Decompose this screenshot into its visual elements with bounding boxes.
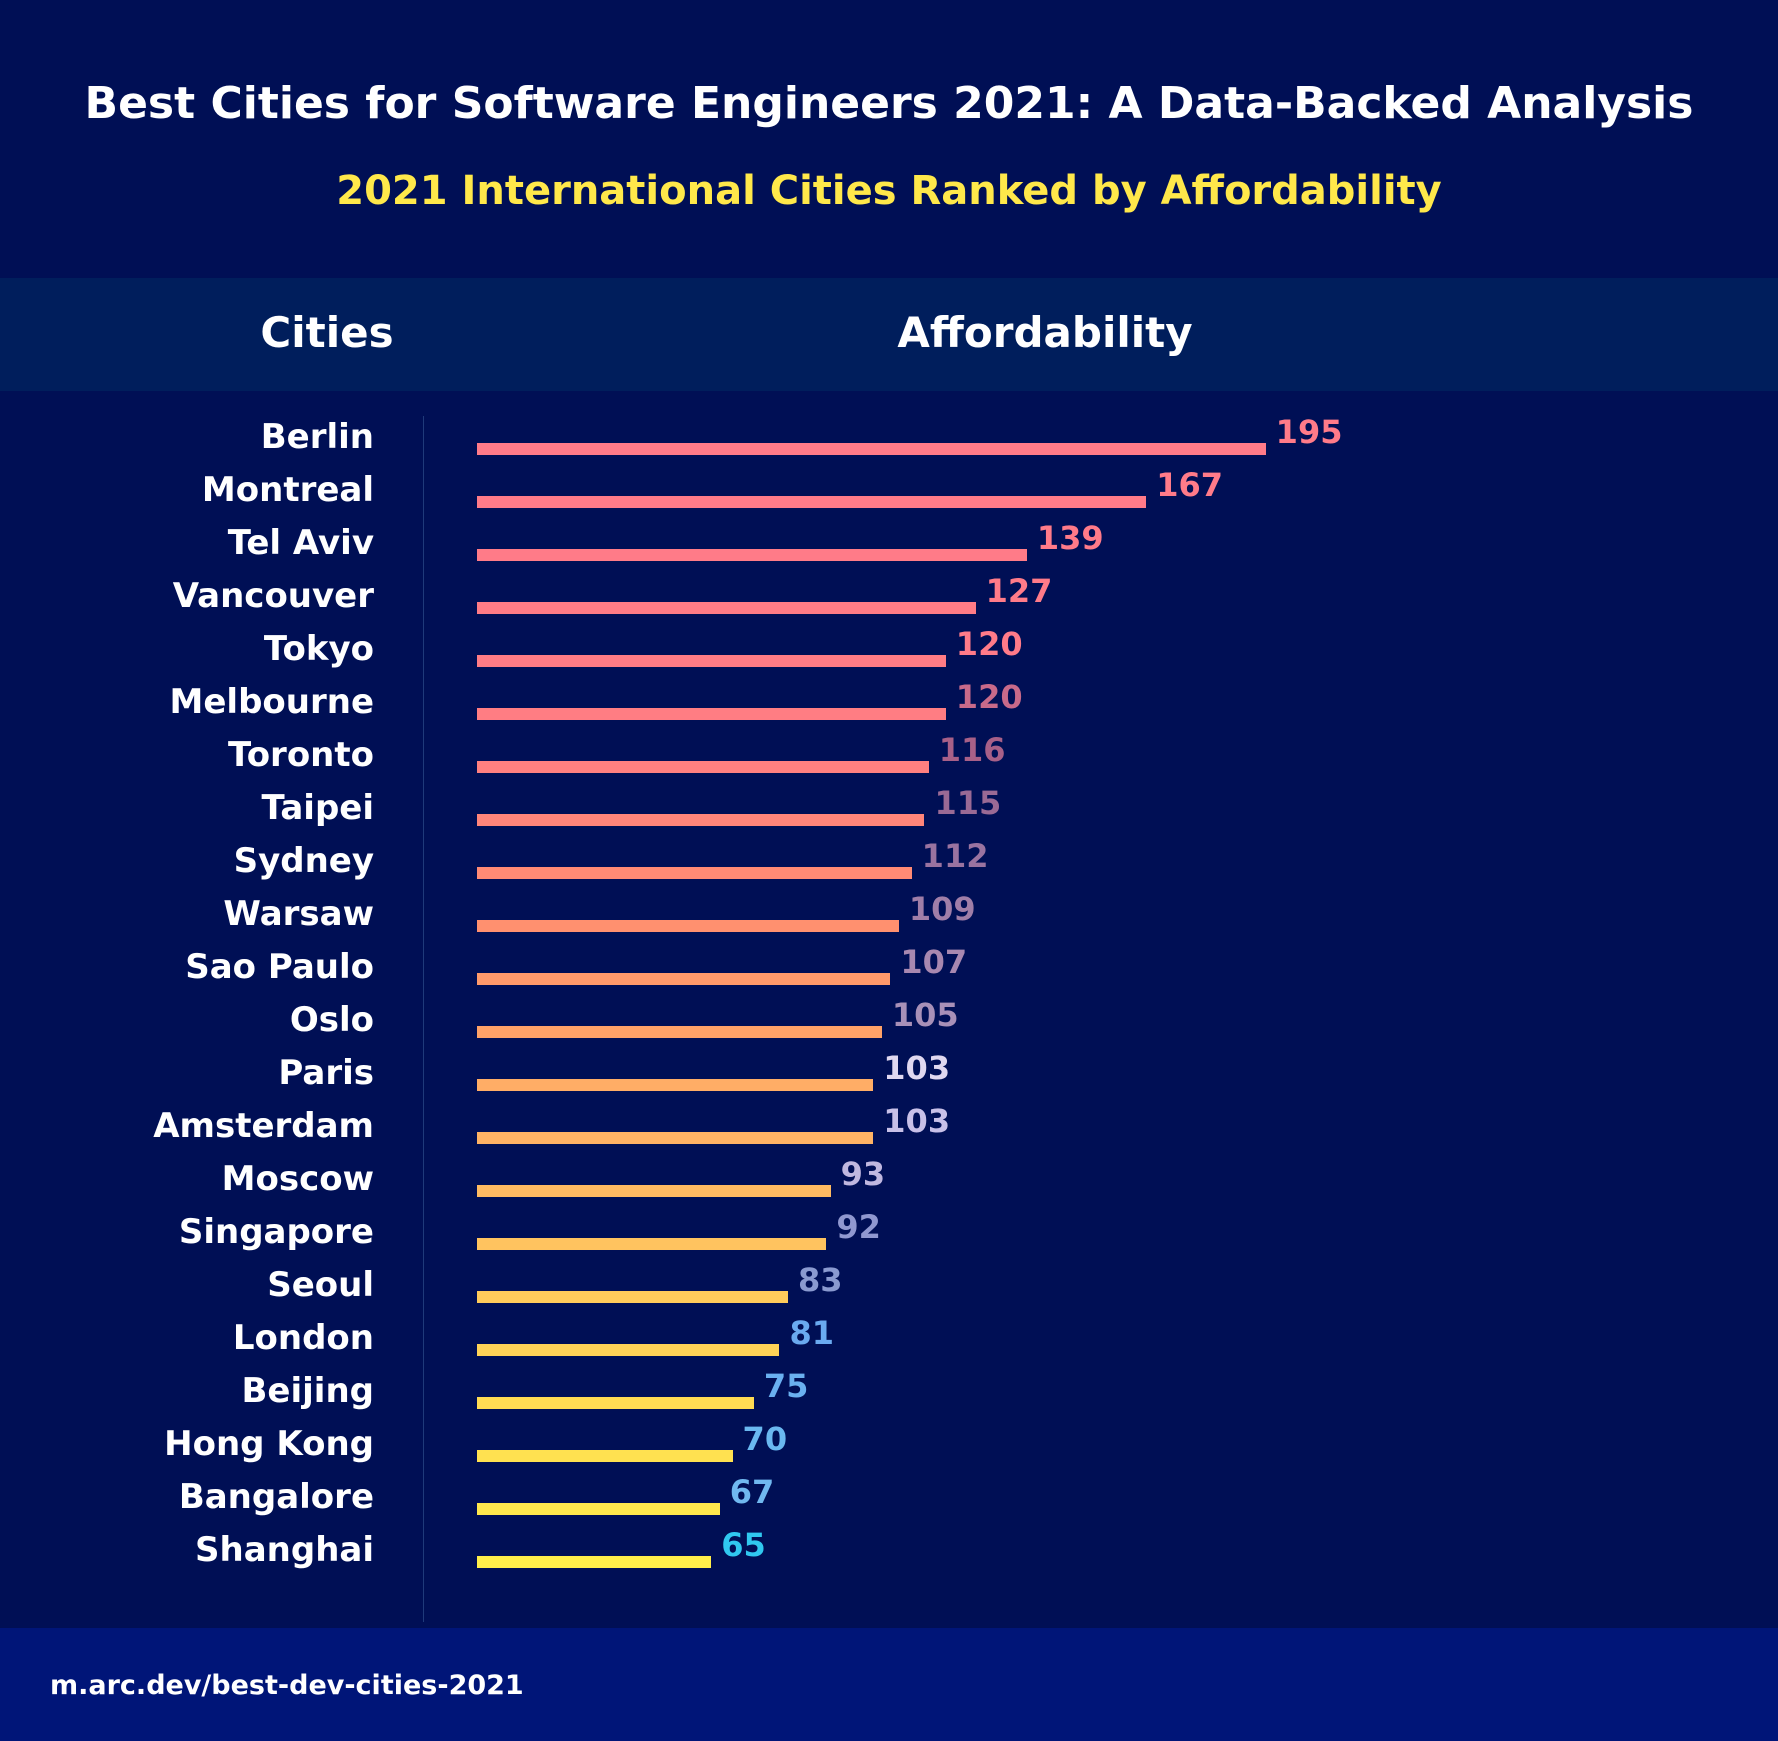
value-label: 109 [908,890,976,928]
value-label: 120 [955,625,1023,663]
bar-tel-aviv [477,549,1027,561]
city-label: Berlin [260,417,374,457]
value-label: 65 [721,1526,766,1564]
value-label: 92 [836,1208,881,1246]
value-label: 120 [955,678,1023,716]
city-label: Hong Kong [164,1424,374,1464]
bar-taipei [477,814,925,826]
city-label: Amsterdam [153,1106,374,1146]
page-title: Best Cities for Software Engineers 2021:… [84,78,1694,129]
chart-subtitle: 2021 International Cities Ranked by Affo… [336,168,1442,214]
city-label: Oslo [289,1000,374,1040]
city-label: Moscow [221,1159,374,1199]
bar-hong-kong [477,1450,733,1462]
city-label: Taipei [261,788,374,828]
bar-sao-paulo [477,973,891,985]
value-label: 93 [840,1155,886,1193]
bar-singapore [477,1238,827,1250]
bar-amsterdam [477,1132,874,1144]
axis-divider [423,416,424,1622]
bar-shanghai [477,1556,712,1568]
bar-tokyo [477,655,946,667]
value-label: 127 [985,572,1053,610]
value-label: 83 [797,1261,843,1299]
value-label: 103 [883,1049,951,1087]
bar-melbourne [477,708,946,720]
table-header: Cities Affordability [0,278,1778,391]
city-label: Bangalore [178,1477,374,1517]
value-label: 167 [1156,466,1224,504]
city-label: Paris [278,1053,374,1093]
bar-moscow [477,1185,831,1197]
bar-montreal [477,496,1147,508]
affordability-column-header: Affordability [897,308,1193,357]
value-label: 139 [1036,519,1104,557]
city-label: Tel Aviv [227,523,374,563]
value-label: 107 [900,943,968,981]
value-label: 103 [883,1102,951,1140]
bar-paris [477,1079,874,1091]
footer: m.arc.dev/best-dev-cities-2021 [0,1628,1778,1741]
city-label: Shanghai [195,1530,374,1570]
bar-seoul [477,1291,788,1303]
city-label: Beijing [241,1371,374,1411]
bar-oslo [477,1026,882,1038]
value-label: 112 [921,837,989,875]
value-label: 195 [1275,413,1343,451]
city-label: Sao Paulo [185,947,374,987]
city-label: Montreal [201,470,374,510]
value-label: 70 [742,1420,788,1458]
city-label: Seoul [267,1265,374,1305]
bar-beijing [477,1397,754,1409]
value-label: 75 [763,1367,809,1405]
bar-warsaw [477,920,899,932]
value-label: 67 [729,1473,775,1511]
city-label: Toronto [228,735,374,775]
city-label: Vancouver [172,576,374,616]
city-label: Melbourne [169,682,374,722]
cities-column-header: Cities [260,308,394,357]
bar-london [477,1344,780,1356]
bar-berlin [477,443,1266,455]
bar-vancouver [477,602,976,614]
city-label: Warsaw [223,894,374,934]
value-label: 116 [938,731,1006,769]
bar-sydney [477,867,912,879]
bar-bangalore [477,1503,720,1515]
source-url: m.arc.dev/best-dev-cities-2021 [50,1670,524,1701]
city-label: Sydney [233,841,374,881]
city-label: Tokyo [263,629,374,669]
city-label: Singapore [178,1212,374,1252]
value-label: 81 [789,1314,834,1352]
value-label: 105 [891,996,959,1034]
value-label: 115 [934,784,1002,822]
bar-toronto [477,761,929,773]
city-label: London [232,1318,374,1358]
